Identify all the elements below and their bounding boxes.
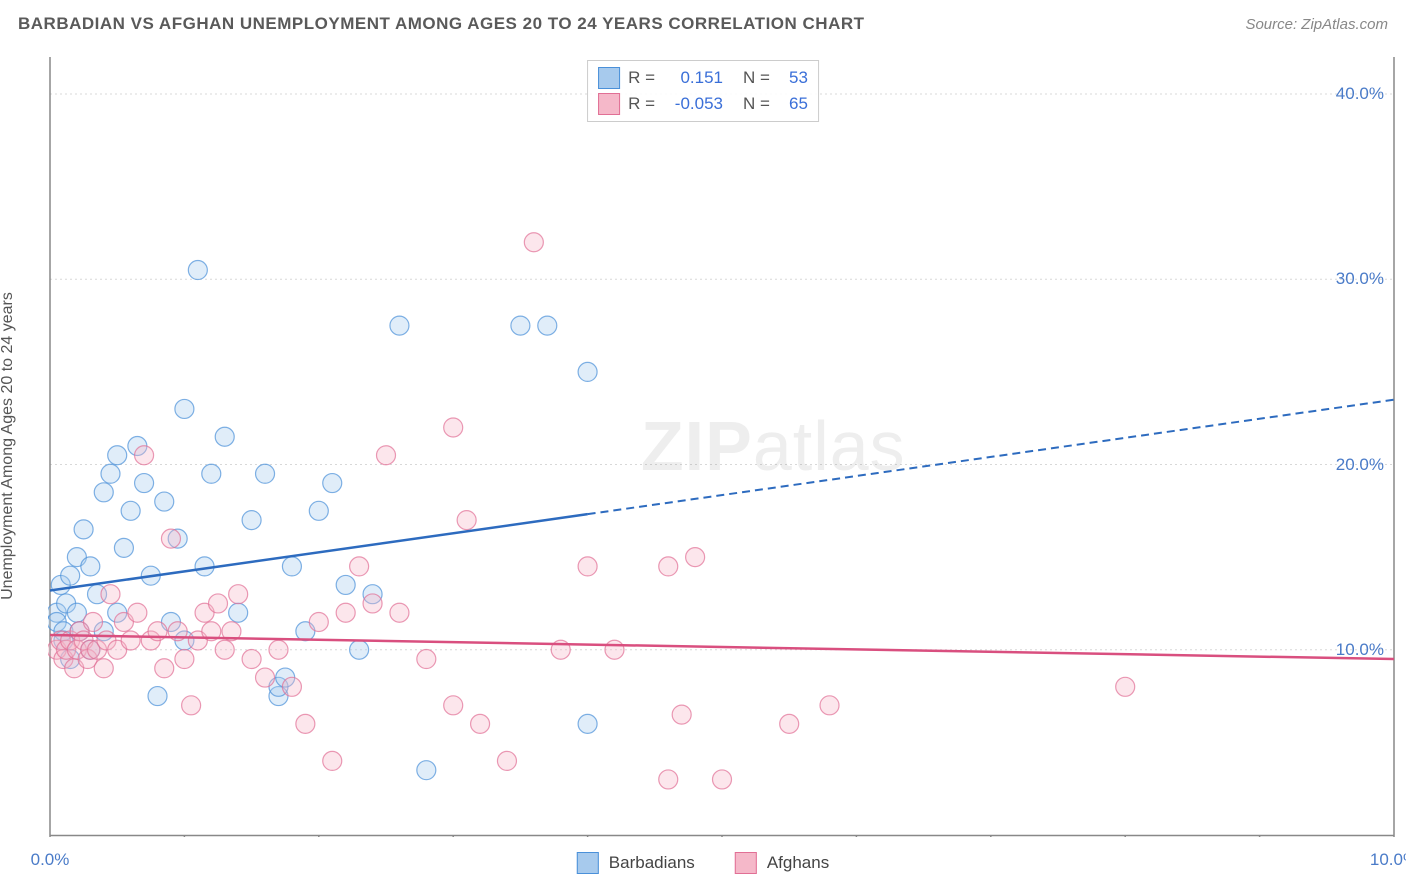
y-axis-label: Unemployment Among Ages 20 to 24 years — [0, 292, 17, 600]
stats-legend-row: R = 0.151 N = 53 — [598, 65, 808, 91]
chart-plot-area: 10.0% 20.0% 30.0% 40.0% — [48, 55, 1396, 837]
y-tick-label: 10.0% — [1336, 640, 1384, 660]
series-legend: Barbadians Afghans — [577, 852, 829, 874]
legend-swatch-icon — [577, 852, 599, 874]
legend-label: Afghans — [767, 853, 829, 873]
chart-source: Source: ZipAtlas.com — [1245, 16, 1388, 33]
legend-swatch-icon — [598, 67, 620, 89]
legend-swatch-icon — [735, 852, 757, 874]
legend-label: Barbadians — [609, 853, 695, 873]
chart-title: BARBADIAN VS AFGHAN UNEMPLOYMENT AMONG A… — [18, 14, 865, 34]
y-tick-label: 30.0% — [1336, 269, 1384, 289]
y-tick-label: 40.0% — [1336, 84, 1384, 104]
n-value: 65 — [778, 94, 808, 114]
legend-swatch-icon — [598, 93, 620, 115]
n-label: N = — [743, 68, 770, 88]
r-value: 0.151 — [663, 68, 723, 88]
x-tick-label: 10.0% — [1370, 850, 1406, 870]
r-label: R = — [628, 68, 655, 88]
stats-legend-row: R = -0.053 N = 65 — [598, 91, 808, 117]
y-tick-label: 20.0% — [1336, 455, 1384, 475]
n-value: 53 — [778, 68, 808, 88]
n-label: N = — [743, 94, 770, 114]
r-label: R = — [628, 94, 655, 114]
x-tick-label: 0.0% — [31, 850, 70, 870]
legend-item: Barbadians — [577, 852, 695, 874]
scatter-plot-svg — [48, 55, 1396, 837]
legend-item: Afghans — [735, 852, 829, 874]
stats-legend-box: R = 0.151 N = 53 R = -0.053 N = 65 — [587, 60, 819, 122]
r-value: -0.053 — [663, 94, 723, 114]
chart-header: BARBADIAN VS AFGHAN UNEMPLOYMENT AMONG A… — [0, 0, 1406, 48]
